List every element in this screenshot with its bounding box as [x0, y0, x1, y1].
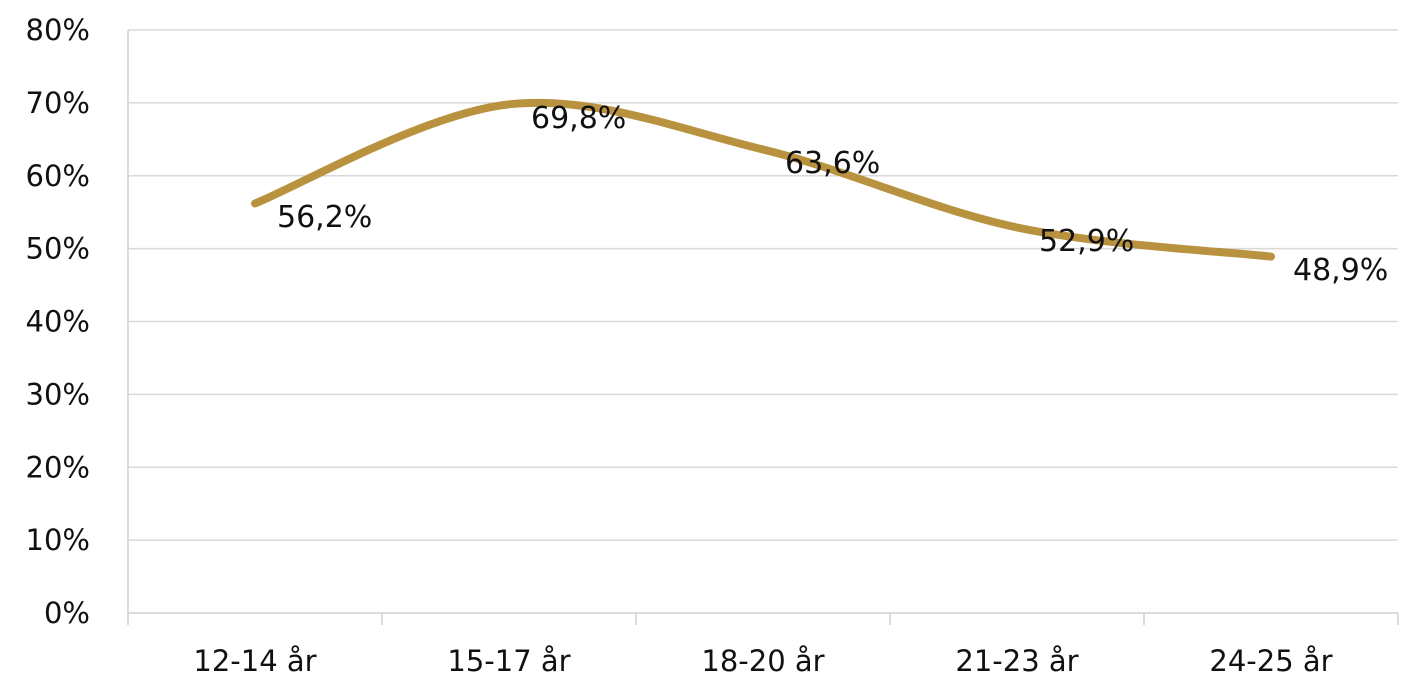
x-tick-label: 24-25 år — [1209, 644, 1332, 678]
y-tick-label: 50% — [26, 232, 90, 266]
y-tick-label: 40% — [26, 305, 90, 339]
x-axis-tick-labels: 12-14 år 15-17 år 18-20 år 21-23 år 24-25 år — [193, 644, 1332, 678]
x-axis — [127, 30, 1399, 625]
data-labels: 56,2% 69,8% 63,6% 52,9% 48,9% — [277, 101, 1388, 288]
data-label: 56,2% — [277, 200, 372, 235]
y-tick-label: 20% — [26, 450, 90, 484]
data-label: 63,6% — [785, 146, 880, 181]
y-tick-label: 10% — [26, 523, 90, 557]
x-tick-label: 12-14 år — [193, 644, 316, 678]
y-tick-label: 0% — [44, 596, 90, 630]
series-line-group — [251, 98, 1275, 261]
data-label: 69,8% — [531, 101, 626, 136]
y-tick-label: 70% — [26, 86, 90, 120]
data-label: 52,9% — [1039, 224, 1134, 259]
x-tick-label: 18-20 år — [701, 644, 824, 678]
data-label: 48,9% — [1293, 253, 1388, 288]
gridlines — [128, 29, 1398, 541]
y-tick-label: 80% — [26, 13, 90, 47]
y-tick-label: 60% — [26, 159, 90, 193]
x-tick-label: 21-23 år — [955, 644, 1078, 678]
x-tick-label: 15-17 år — [447, 644, 570, 678]
y-axis-tick-labels: 0% 10% 20% 30% 40% 50% 60% 70% 80% — [26, 13, 90, 630]
series-line — [251, 98, 1275, 261]
y-tick-label: 30% — [26, 377, 90, 411]
